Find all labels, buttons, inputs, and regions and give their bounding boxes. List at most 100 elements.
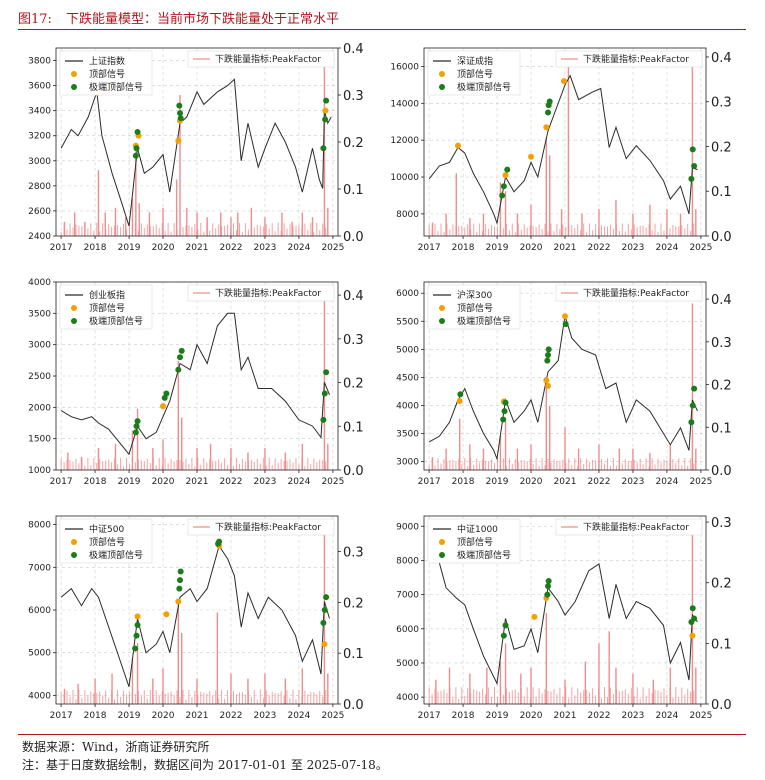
top-signal-point <box>562 313 568 320</box>
y-left-tick-label: 8000 <box>28 521 51 531</box>
x-tick-label: 2018 <box>452 477 475 487</box>
extreme-signal-point <box>545 577 552 584</box>
x-tick-label: 2020 <box>520 243 543 253</box>
extreme-signal-point <box>457 391 464 398</box>
y-left-tick-label: 3200 <box>28 132 51 142</box>
legend-top-signal-swatch <box>439 71 445 77</box>
extreme-signal-point <box>500 632 507 639</box>
legend-extreme-signal-label: 极端顶部信号 <box>89 81 143 93</box>
legend-series-name: 创业板指 <box>89 289 125 301</box>
y-left-tick-label: 7000 <box>28 563 51 573</box>
extreme-signal-point <box>545 351 552 358</box>
x-tick-label: 2023 <box>621 243 644 253</box>
legend-box-right <box>187 284 335 302</box>
x-tick-label: 2021 <box>554 243 577 253</box>
x-tick-label: 2024 <box>287 243 310 253</box>
x-tick-label: 2021 <box>186 477 209 487</box>
extreme-signal-point <box>321 607 328 613</box>
extreme-signal-point <box>133 145 140 152</box>
x-tick-label: 2021 <box>554 711 577 721</box>
extreme-signal-point <box>177 110 184 117</box>
x-tick-label: 2020 <box>520 477 543 487</box>
y-left-tick-label: 2000 <box>28 403 51 413</box>
x-tick-label: 2021 <box>186 711 209 721</box>
y-right-tick-label: 0.3 <box>711 516 732 531</box>
extreme-signal-point <box>132 429 139 436</box>
x-tick-label: 2017 <box>50 711 73 721</box>
legend-series-name: 沪深300 <box>457 289 492 301</box>
x-tick-label: 2022 <box>588 477 611 487</box>
footnote: 注：基于日度数据绘制，数据区间为 2017-01-01 至 2025-07-18… <box>22 758 388 772</box>
top-signal-point <box>160 403 167 410</box>
extreme-signal-point <box>689 402 696 409</box>
extreme-signal-point <box>175 366 182 373</box>
x-tick-label: 2020 <box>152 711 175 721</box>
price-line <box>60 544 330 688</box>
title-rule <box>18 29 746 30</box>
y-right-tick-label: 0.0 <box>711 698 732 713</box>
extreme-signal-point <box>689 146 696 153</box>
legend-series-name: 中证1000 <box>457 523 498 535</box>
y-left-tick-label: 4000 <box>396 693 419 703</box>
extreme-signal-point <box>545 583 552 590</box>
legend-top-signal-swatch <box>71 305 77 311</box>
y-left-tick-label: 4000 <box>28 691 51 701</box>
peak-factor-series <box>428 458 695 470</box>
extreme-signal-point <box>132 152 139 159</box>
y-right-tick-label: 0.0 <box>343 230 364 245</box>
y-right-tick-label: 0.2 <box>343 136 364 151</box>
y-left-tick-label: 4500 <box>396 373 419 383</box>
y-right-tick-label: 0.2 <box>711 379 732 394</box>
x-tick-label: 2018 <box>84 711 107 721</box>
y-left-tick-label: 5000 <box>396 345 419 355</box>
legend-extreme-signal-swatch <box>439 318 445 324</box>
x-tick-label: 2023 <box>253 243 276 253</box>
y-right-tick-label: 0.0 <box>711 464 732 479</box>
x-tick-label: 2025 <box>321 711 344 721</box>
price-line <box>60 312 330 456</box>
peak-factor-series <box>60 457 327 470</box>
legend-series-name: 深证成指 <box>457 55 493 67</box>
extreme-signal-point <box>132 645 139 652</box>
x-tick-label: 2022 <box>588 711 611 721</box>
figure-title: 图17: 下跌能量模型：当前市场下跌能量处于正常水平 <box>18 8 339 27</box>
extreme-signal-point <box>133 632 140 639</box>
extreme-signal-point <box>688 419 695 426</box>
extreme-signal-point <box>216 538 223 545</box>
x-tick-label: 2022 <box>220 243 243 253</box>
x-tick-label: 2025 <box>321 243 344 253</box>
top-signal-point <box>545 382 552 389</box>
y-right-tick-label: 0.2 <box>343 596 364 611</box>
legend-extreme-signal-label: 极端顶部信号 <box>457 81 511 93</box>
y-left-tick-label: 1500 <box>28 435 51 445</box>
chart-panel-csi1000: 2017 2018 2019 2020 2021 2022 2023 2024 2025 4000… <box>396 515 732 721</box>
top-signal-point <box>322 107 329 114</box>
extreme-signal-point <box>502 399 509 406</box>
figure-number: 图17: <box>18 12 52 27</box>
x-tick-label: 2018 <box>452 711 475 721</box>
y-right-tick-label: 0.4 <box>343 42 364 57</box>
extreme-signal-point <box>176 585 183 592</box>
y-left-tick-label: 2500 <box>28 372 51 382</box>
x-tick-label: 2017 <box>418 477 441 487</box>
extreme-signal-point <box>134 418 141 425</box>
y-left-tick-label: 2600 <box>28 207 51 217</box>
x-tick-label: 2024 <box>287 477 310 487</box>
y-right-tick-label: 0.1 <box>343 647 364 662</box>
extreme-signal-point <box>320 145 327 152</box>
y-left-tick-label: 3000 <box>28 157 51 167</box>
x-tick-label: 2019 <box>118 477 141 487</box>
extreme-signal-point <box>320 416 327 423</box>
y-left-tick-label: 3800 <box>28 57 51 67</box>
y-right-tick-label: 0.1 <box>711 637 732 652</box>
y-right-tick-label: 0.1 <box>343 183 364 198</box>
y-right-tick-label: 0.0 <box>343 698 364 713</box>
y-left-tick-label: 3600 <box>28 82 51 92</box>
top-signal-point <box>454 142 461 149</box>
y-left-tick-label: 14000 <box>390 99 419 109</box>
extreme-signal-point <box>500 183 507 190</box>
x-tick-label: 2025 <box>689 711 712 721</box>
y-left-tick-label: 4000 <box>396 401 419 411</box>
peak-factor-series <box>428 223 695 236</box>
y-right-tick-label: 0.1 <box>711 421 732 436</box>
